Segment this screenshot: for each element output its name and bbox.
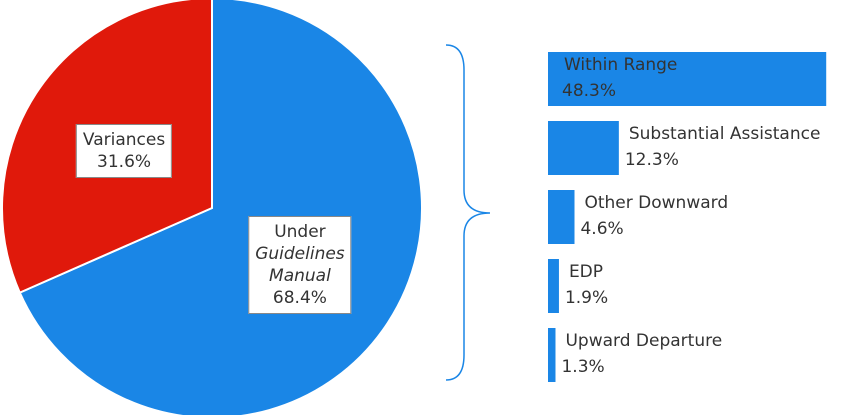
- bar-label: Other Downward: [584, 193, 728, 213]
- bar-value: 4.6%: [580, 219, 623, 239]
- bar-value: 48.3%: [562, 81, 616, 101]
- slice-value: 68.4%: [272, 288, 327, 309]
- bar-label: EDP: [569, 262, 603, 282]
- bar-label: Substantial Assistance: [629, 124, 821, 144]
- bar-value: 1.9%: [565, 288, 608, 308]
- slice-label: Variances 31.6%: [75, 123, 173, 178]
- bar: [548, 259, 559, 313]
- slice-name: Variances: [82, 129, 166, 150]
- bar-value: 12.3%: [625, 150, 679, 170]
- slice-label: Under Guidelines Manual 68.4%: [248, 216, 352, 315]
- bar: [548, 52, 827, 106]
- bar: [548, 190, 575, 244]
- slice-name: Under Guidelines Manual: [255, 222, 345, 287]
- slice-value: 31.6%: [97, 151, 152, 172]
- bar-label: Within Range: [564, 55, 677, 75]
- bar: [548, 328, 556, 382]
- bar: [548, 121, 619, 175]
- bracket: [445, 44, 491, 381]
- bar-value: 1.3%: [561, 357, 604, 377]
- bar-label: Upward Departure: [565, 331, 722, 351]
